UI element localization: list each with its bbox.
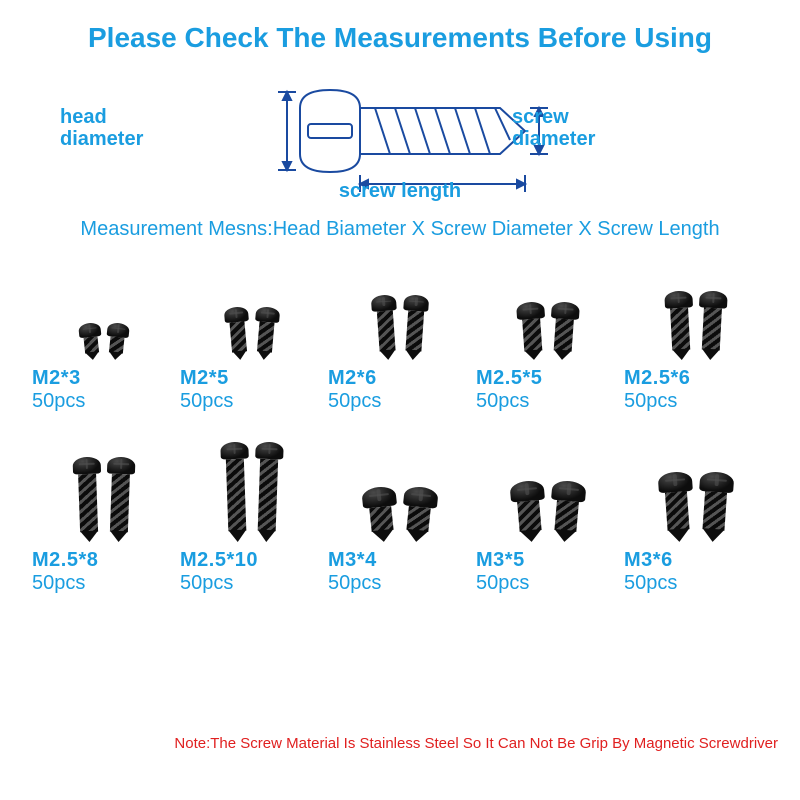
label-screw-diameter: screw diameter <box>512 106 595 150</box>
sku-image <box>80 251 128 361</box>
screw-icon <box>78 322 104 362</box>
sku-size-label: M2.5*8 <box>32 549 98 572</box>
screw-icon <box>224 306 253 362</box>
screw-icon <box>361 485 401 544</box>
sku-qty-label: 50pcs <box>328 572 381 595</box>
screw-icon <box>73 457 104 544</box>
sku-cell: M2*550pcs <box>180 251 324 413</box>
sku-cell: M2.5*850pcs <box>32 433 176 595</box>
sku-qty-label: 50pcs <box>476 390 529 413</box>
sku-size-label: M2*5 <box>180 367 229 390</box>
screw-icon <box>105 457 136 544</box>
sku-image <box>226 251 278 361</box>
sku-cell: M2*350pcs <box>32 251 176 413</box>
sku-cell: M3*450pcs <box>328 433 472 595</box>
sku-qty-label: 50pcs <box>32 572 85 595</box>
screw-icon <box>371 294 401 362</box>
sku-image <box>666 251 726 361</box>
screw-icon <box>252 442 284 544</box>
label-head-diameter: head diameter <box>60 106 143 150</box>
label-head-diameter-l1: head <box>60 106 107 128</box>
diagram-area: head diameter <box>0 62 800 212</box>
sku-qty-label: 50pcs <box>328 390 381 413</box>
sku-qty-label: 50pcs <box>180 572 233 595</box>
label-head-diameter-l2: diameter <box>60 128 143 150</box>
sku-size-label: M2.5*6 <box>624 367 690 390</box>
screw-icon <box>399 485 439 544</box>
label-screw-diameter-l1: screw <box>512 106 569 128</box>
screw-icon <box>696 290 728 361</box>
sku-cell: M2*650pcs <box>328 251 472 413</box>
sku-cell: M2.5*1050pcs <box>180 433 324 595</box>
page-title: Please Check The Measurements Before Usi… <box>0 0 800 54</box>
screw-icon <box>509 480 548 545</box>
sku-size-label: M2.5*5 <box>476 367 542 390</box>
sku-size-label: M2.5*10 <box>180 549 258 572</box>
sku-image <box>660 433 732 543</box>
sku-size-label: M2*6 <box>328 367 377 390</box>
sku-size-label: M3*4 <box>328 549 377 572</box>
screw-icon <box>548 301 580 362</box>
sku-image <box>364 433 436 543</box>
sku-size-label: M3*6 <box>624 549 673 572</box>
sku-image <box>373 251 427 361</box>
sku-qty-label: 50pcs <box>624 572 677 595</box>
sku-qty-label: 50pcs <box>476 572 529 595</box>
screw-icon <box>252 306 281 362</box>
sku-cell: M2.5*650pcs <box>624 251 768 413</box>
screw-icon <box>104 322 130 362</box>
sku-image <box>518 251 578 361</box>
label-screw-length: screw length <box>339 180 461 203</box>
sku-grid: M2*350pcsM2*550pcsM2*650pcsM2.5*550pcsM2… <box>0 241 800 595</box>
measurement-means: Measurement Mesns:Head Biameter X Screw … <box>0 218 800 241</box>
screw-icon <box>664 290 696 361</box>
sku-image <box>74 433 134 543</box>
screw-icon <box>696 471 735 544</box>
sku-cell: M3*550pcs <box>476 433 620 595</box>
sku-size-label: M3*5 <box>476 549 525 572</box>
sku-qty-label: 50pcs <box>624 390 677 413</box>
label-screw-diameter-l2: diameter <box>512 128 595 150</box>
sku-cell: M2.5*550pcs <box>476 251 620 413</box>
screw-icon <box>658 471 697 544</box>
screw-icon <box>516 301 548 362</box>
footnote: Note:The Screw Material Is Stainless Ste… <box>174 735 778 752</box>
screw-icon <box>220 442 252 544</box>
sku-size-label: M2*3 <box>32 367 81 390</box>
sku-image <box>512 433 584 543</box>
sku-image <box>222 433 282 543</box>
sku-qty-label: 50pcs <box>32 390 85 413</box>
screw-icon <box>547 480 586 545</box>
screw-icon <box>400 294 430 362</box>
sku-cell: M3*650pcs <box>624 433 768 595</box>
sku-qty-label: 50pcs <box>180 390 233 413</box>
